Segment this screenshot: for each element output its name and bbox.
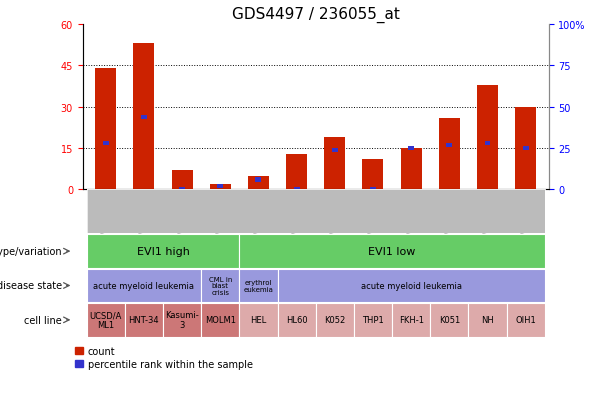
- Bar: [103, 142, 109, 146]
- Text: K051: K051: [439, 316, 460, 325]
- Text: OIH1: OIH1: [516, 316, 536, 325]
- Bar: [95, 69, 116, 190]
- Text: UCSD/A
ML1: UCSD/A ML1: [89, 311, 122, 330]
- Text: HL60: HL60: [286, 316, 307, 325]
- Text: erythrol
eukemia: erythrol eukemia: [243, 280, 273, 292]
- Text: NH: NH: [481, 316, 494, 325]
- Text: genotype/variation: genotype/variation: [0, 247, 62, 256]
- Bar: [172, 171, 192, 190]
- Text: cell line: cell line: [25, 315, 62, 325]
- Bar: [179, 188, 185, 192]
- Text: HNT-34: HNT-34: [129, 316, 159, 325]
- Text: Kasumi-
3: Kasumi- 3: [165, 311, 199, 330]
- Bar: [485, 142, 490, 146]
- Bar: [256, 178, 261, 182]
- Text: FKH-1: FKH-1: [398, 316, 424, 325]
- Bar: [294, 188, 300, 192]
- Bar: [439, 119, 460, 190]
- Text: acute myeloid leukemia: acute myeloid leukemia: [93, 281, 194, 290]
- Bar: [523, 147, 528, 151]
- Bar: [217, 185, 223, 189]
- Bar: [324, 138, 345, 190]
- Text: EVI1 high: EVI1 high: [137, 247, 189, 256]
- Bar: [515, 107, 536, 190]
- Title: GDS4497 / 236055_at: GDS4497 / 236055_at: [232, 7, 400, 24]
- Bar: [362, 160, 384, 190]
- Text: THP1: THP1: [362, 316, 384, 325]
- Text: HEL: HEL: [250, 316, 267, 325]
- Text: MOLM1: MOLM1: [205, 316, 236, 325]
- Bar: [286, 154, 307, 190]
- Bar: [477, 85, 498, 190]
- Bar: [134, 44, 154, 190]
- Bar: [248, 176, 269, 190]
- Text: acute myeloid leukemia: acute myeloid leukemia: [360, 281, 462, 290]
- Legend: count, percentile rank within the sample: count, percentile rank within the sample: [75, 346, 253, 369]
- Text: CML in
blast
crisis: CML in blast crisis: [208, 276, 232, 295]
- Bar: [210, 185, 230, 190]
- Bar: [370, 188, 376, 192]
- Text: K052: K052: [324, 316, 345, 325]
- Text: EVI1 low: EVI1 low: [368, 247, 416, 256]
- Text: disease state: disease state: [0, 281, 62, 291]
- Bar: [332, 148, 338, 152]
- Bar: [141, 115, 147, 119]
- Bar: [446, 143, 452, 147]
- Bar: [408, 147, 414, 151]
- Bar: [401, 149, 422, 190]
